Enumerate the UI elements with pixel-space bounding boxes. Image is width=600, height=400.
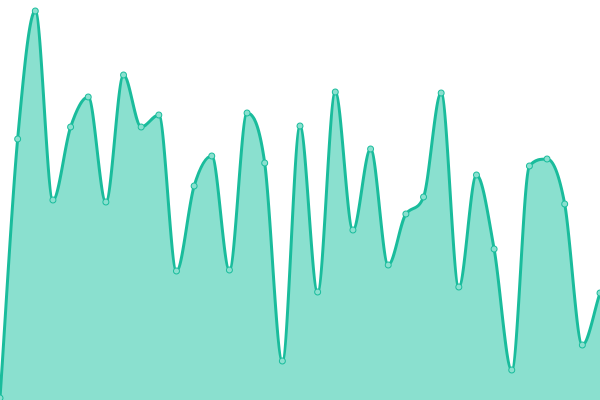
data-point-30 [525,162,533,170]
data-point-26 [455,283,463,291]
data-point-28 [490,245,498,253]
data-point-11 [190,182,198,190]
data-point-18 [314,288,322,296]
data-points [0,7,600,400]
data-point-14 [243,109,251,117]
data-point-13 [225,266,233,274]
data-point-6 [102,198,110,206]
data-point-0 [0,394,4,400]
data-point-10 [172,267,180,275]
data-point-33 [578,341,586,349]
data-point-23 [402,210,410,218]
data-point-21 [367,145,375,153]
area-fill [0,11,600,400]
data-point-4 [67,123,75,131]
data-point-25 [437,89,445,97]
data-point-27 [472,171,480,179]
data-point-16 [278,357,286,365]
data-point-20 [349,226,357,234]
data-point-34 [596,289,600,297]
data-point-17 [296,122,304,130]
data-point-5 [84,93,92,101]
data-point-31 [543,155,551,163]
data-point-12 [208,152,216,160]
data-point-8 [137,123,145,131]
data-point-22 [384,261,392,269]
data-point-1 [14,135,22,143]
data-point-15 [261,159,269,167]
data-point-29 [508,366,516,374]
data-point-2 [31,7,39,15]
data-point-3 [49,196,57,204]
data-point-19 [331,88,339,96]
data-point-7 [120,71,128,79]
data-point-32 [561,200,569,208]
data-point-24 [420,193,428,201]
data-point-9 [155,111,163,119]
